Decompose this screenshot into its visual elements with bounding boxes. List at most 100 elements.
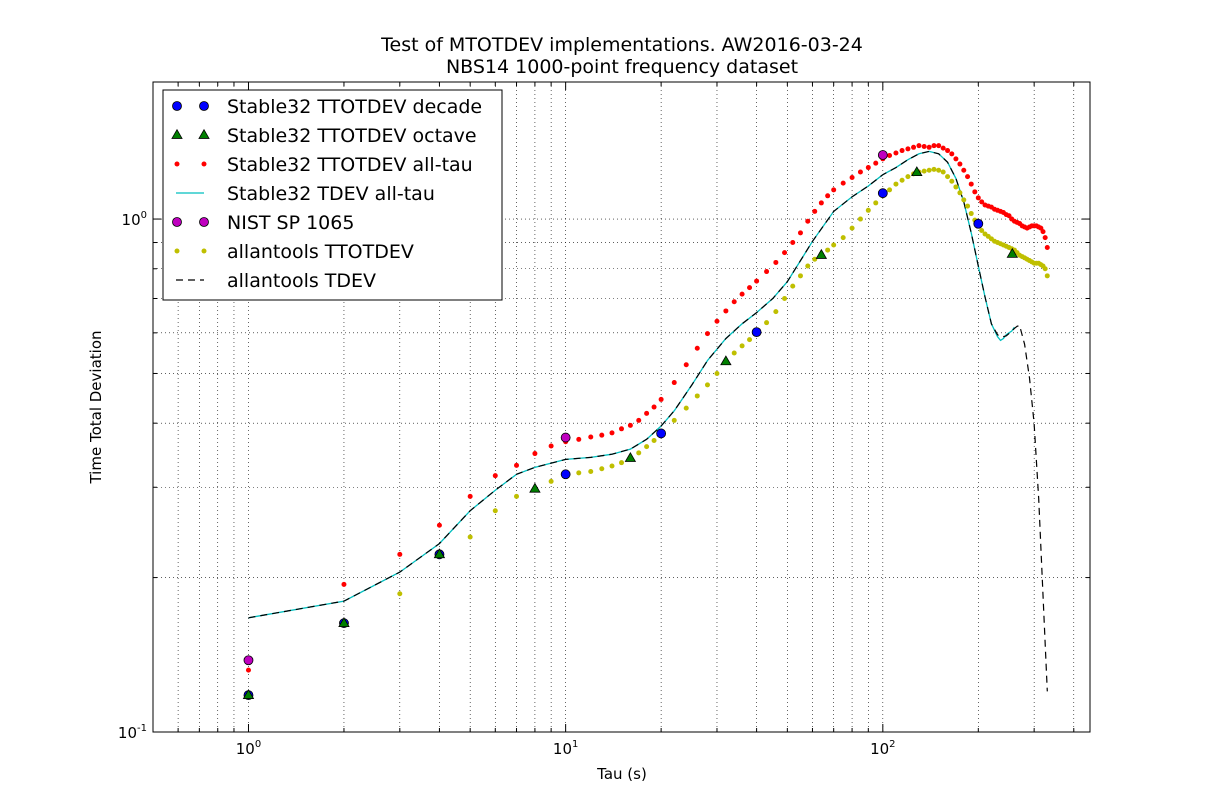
data-point bbox=[931, 143, 937, 149]
data-point bbox=[979, 227, 985, 233]
series-line bbox=[248, 150, 1048, 692]
data-point bbox=[242, 689, 255, 699]
data-point bbox=[773, 259, 779, 265]
data-point bbox=[172, 217, 182, 227]
series-stable32-ttotdev-decade bbox=[243, 188, 984, 701]
data-point bbox=[171, 128, 183, 139]
legend-entry: Stable32 TTOTDEV decade bbox=[172, 96, 482, 118]
data-point bbox=[840, 235, 846, 241]
data-point bbox=[656, 428, 667, 439]
series-stable32-ttotdev-octave bbox=[242, 166, 1019, 699]
legend-entry: allantools TDEV bbox=[176, 270, 376, 292]
data-point bbox=[975, 195, 981, 201]
tick-labels: 100 101 102 10-1 100 bbox=[118, 210, 896, 758]
data-point bbox=[514, 493, 520, 499]
data-point bbox=[754, 278, 760, 284]
data-point bbox=[805, 263, 811, 269]
data-point bbox=[243, 655, 254, 666]
data-point bbox=[599, 466, 605, 472]
data-point bbox=[492, 508, 498, 514]
data-point bbox=[644, 444, 650, 450]
data-point bbox=[338, 617, 350, 628]
data-point bbox=[694, 393, 700, 399]
data-point bbox=[782, 296, 788, 302]
legend-entry: Stable32 TDEV all-tau bbox=[176, 183, 435, 205]
series-allantools-tdev bbox=[248, 150, 1048, 692]
data-point bbox=[865, 207, 871, 213]
data-point bbox=[1040, 229, 1046, 235]
data-point bbox=[1042, 266, 1048, 272]
data-point bbox=[1044, 245, 1050, 251]
data-point bbox=[926, 144, 932, 150]
data-point bbox=[576, 470, 582, 476]
data-point bbox=[936, 167, 942, 173]
data-point bbox=[815, 248, 828, 259]
data-point bbox=[790, 240, 796, 246]
data-point bbox=[899, 177, 905, 183]
legend-label: allantools TDEV bbox=[227, 270, 376, 292]
data-point bbox=[931, 166, 937, 172]
data-point bbox=[979, 199, 985, 205]
data-point bbox=[945, 174, 951, 180]
data-point bbox=[599, 432, 605, 438]
data-point bbox=[764, 269, 770, 275]
x-axis-label: Tau (s) bbox=[596, 765, 647, 783]
data-point bbox=[731, 350, 737, 356]
data-point bbox=[723, 308, 729, 314]
data-point bbox=[467, 493, 473, 499]
data-point bbox=[973, 218, 984, 229]
data-point bbox=[658, 396, 664, 402]
data-point bbox=[704, 382, 710, 388]
data-point bbox=[940, 169, 946, 175]
data-point bbox=[619, 426, 624, 432]
data-point bbox=[857, 216, 863, 222]
data-point bbox=[201, 248, 207, 254]
data-point bbox=[957, 190, 963, 196]
data-point bbox=[341, 581, 347, 587]
data-point bbox=[899, 148, 905, 154]
data-point bbox=[921, 143, 927, 149]
data-point bbox=[905, 146, 911, 152]
data-point bbox=[911, 144, 917, 150]
data-point bbox=[831, 242, 837, 248]
data-point bbox=[877, 188, 888, 199]
legend-label: Stable32 TDEV all-tau bbox=[227, 183, 435, 205]
data-point bbox=[1006, 247, 1019, 258]
data-point bbox=[905, 174, 911, 180]
data-point bbox=[199, 101, 209, 111]
chart-subtitle: NBS14 1000-point frequency dataset bbox=[446, 56, 798, 78]
data-point bbox=[245, 667, 251, 673]
series-stable32-ttotdev-all-tau bbox=[245, 143, 1050, 673]
data-point bbox=[873, 160, 879, 166]
data-point bbox=[174, 161, 180, 167]
data-point bbox=[619, 460, 624, 466]
data-point bbox=[172, 101, 182, 111]
data-point bbox=[714, 370, 720, 376]
legend-entry: NIST SP 1065 bbox=[172, 212, 354, 234]
data-point bbox=[627, 422, 633, 428]
data-point bbox=[916, 143, 922, 149]
data-point bbox=[831, 187, 837, 193]
data-point bbox=[961, 197, 967, 203]
legend-entry: Stable32 TTOTDEV all-tau bbox=[174, 154, 473, 176]
data-point bbox=[857, 169, 863, 175]
data-point bbox=[893, 150, 899, 156]
data-point bbox=[609, 430, 615, 436]
data-point bbox=[968, 181, 974, 187]
data-point bbox=[968, 211, 974, 217]
data-point bbox=[887, 153, 893, 159]
data-point bbox=[704, 331, 710, 337]
data-point bbox=[949, 151, 955, 157]
data-point bbox=[548, 478, 554, 484]
data-point bbox=[965, 174, 971, 180]
data-point bbox=[467, 534, 473, 540]
data-point bbox=[812, 256, 818, 262]
data-point bbox=[532, 451, 538, 457]
data-point bbox=[865, 165, 871, 171]
data-point bbox=[965, 203, 971, 209]
data-point bbox=[588, 434, 594, 440]
data-point bbox=[818, 200, 824, 206]
data-point bbox=[957, 161, 963, 167]
x-tick-label: 101 bbox=[553, 739, 578, 758]
